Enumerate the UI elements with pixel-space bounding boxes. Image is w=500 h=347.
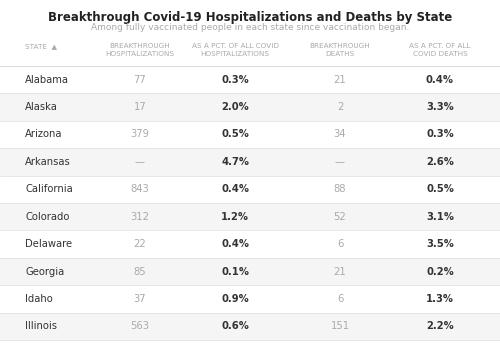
FancyBboxPatch shape [0, 313, 500, 340]
FancyBboxPatch shape [0, 203, 500, 230]
Text: AS A PCT. OF ALL COVID
HOSPITALIZATIONS: AS A PCT. OF ALL COVID HOSPITALIZATIONS [192, 43, 278, 57]
Text: 0.3%: 0.3% [221, 75, 249, 85]
Text: 17: 17 [134, 102, 146, 112]
Text: Colorado: Colorado [25, 212, 70, 222]
Text: Arizona: Arizona [25, 129, 62, 139]
Text: 312: 312 [130, 212, 150, 222]
FancyBboxPatch shape [0, 148, 500, 176]
Text: 843: 843 [130, 184, 150, 194]
Text: —: — [135, 157, 145, 167]
FancyBboxPatch shape [0, 93, 500, 121]
Text: 0.4%: 0.4% [221, 239, 249, 249]
FancyBboxPatch shape [0, 285, 500, 313]
Text: 379: 379 [130, 129, 150, 139]
Text: STATE  ▲: STATE ▲ [25, 43, 57, 49]
Text: California: California [25, 184, 73, 194]
Text: 37: 37 [134, 294, 146, 304]
Text: 563: 563 [130, 321, 150, 331]
Text: 3.5%: 3.5% [426, 239, 454, 249]
Text: Idaho: Idaho [25, 294, 53, 304]
Text: 0.4%: 0.4% [221, 184, 249, 194]
Text: Arkansas: Arkansas [25, 157, 71, 167]
FancyBboxPatch shape [0, 176, 500, 203]
Text: Breakthrough Covid-19 Hospitalizations and Deaths by State: Breakthrough Covid-19 Hospitalizations a… [48, 11, 452, 24]
Text: 151: 151 [330, 321, 349, 331]
Text: 0.5%: 0.5% [426, 184, 454, 194]
Text: 2.6%: 2.6% [426, 157, 454, 167]
Text: 77: 77 [134, 75, 146, 85]
Text: BREAKTHROUGH
HOSPITALIZATIONS: BREAKTHROUGH HOSPITALIZATIONS [106, 43, 174, 57]
Text: 6: 6 [337, 239, 343, 249]
FancyBboxPatch shape [0, 121, 500, 148]
Text: 4.7%: 4.7% [221, 157, 249, 167]
Text: Georgia: Georgia [25, 266, 64, 277]
Text: 88: 88 [334, 184, 346, 194]
FancyBboxPatch shape [0, 258, 500, 285]
Text: 21: 21 [334, 266, 346, 277]
Text: 52: 52 [334, 212, 346, 222]
Text: Among fully vaccinated people in each state since vaccination began.: Among fully vaccinated people in each st… [91, 23, 409, 32]
Text: 0.5%: 0.5% [221, 129, 249, 139]
Text: 0.1%: 0.1% [221, 266, 249, 277]
Text: 2.0%: 2.0% [221, 102, 249, 112]
Text: 22: 22 [134, 239, 146, 249]
Text: 0.2%: 0.2% [426, 266, 454, 277]
Text: 34: 34 [334, 129, 346, 139]
FancyBboxPatch shape [0, 66, 500, 93]
Text: 21: 21 [334, 75, 346, 85]
Text: 1.2%: 1.2% [221, 212, 249, 222]
Text: 0.6%: 0.6% [221, 321, 249, 331]
Text: 1.3%: 1.3% [426, 294, 454, 304]
Text: 0.9%: 0.9% [221, 294, 249, 304]
Text: 3.1%: 3.1% [426, 212, 454, 222]
Text: AS A PCT. OF ALL
COVID DEATHS: AS A PCT. OF ALL COVID DEATHS [409, 43, 471, 57]
Text: Alaska: Alaska [25, 102, 58, 112]
Text: 85: 85 [134, 266, 146, 277]
Text: —: — [335, 157, 345, 167]
Text: 0.3%: 0.3% [426, 129, 454, 139]
Text: BREAKTHROUGH
DEATHS: BREAKTHROUGH DEATHS [310, 43, 370, 57]
Text: Illinois: Illinois [25, 321, 57, 331]
FancyBboxPatch shape [0, 230, 500, 258]
Text: 0.4%: 0.4% [426, 75, 454, 85]
Text: 2: 2 [337, 102, 343, 112]
Text: Alabama: Alabama [25, 75, 69, 85]
Text: Delaware: Delaware [25, 239, 72, 249]
Text: 3.3%: 3.3% [426, 102, 454, 112]
Text: 6: 6 [337, 294, 343, 304]
Text: 2.2%: 2.2% [426, 321, 454, 331]
